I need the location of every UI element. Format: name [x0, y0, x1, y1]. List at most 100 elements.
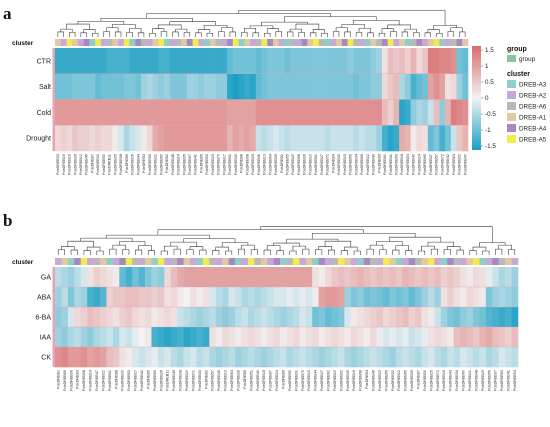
cluster-cell: [460, 258, 467, 265]
cluster-cell: [183, 258, 191, 265]
heatmap-cell: [146, 99, 153, 126]
heatmap-cell: [347, 48, 354, 75]
dendrogram-branch: [302, 248, 310, 255]
heatmap-cell: [250, 99, 257, 126]
heatmap-cell: [313, 99, 320, 126]
column-label: PdeDREB52: [458, 154, 462, 175]
heatmap-cell: [292, 267, 300, 288]
heatmap-cell: [290, 73, 297, 100]
heatmap-cell: [119, 307, 127, 328]
legend-cluster-swatch: [507, 124, 516, 132]
heatmap-cell: [244, 73, 251, 100]
column-label: PdeDREB52: [339, 370, 343, 391]
dendrogram-branch: [199, 249, 207, 255]
dendrogram-branch: [260, 226, 493, 243]
heatmap-cell: [492, 267, 500, 288]
heatmap-cell: [106, 307, 114, 328]
heatmap-cell: [132, 347, 139, 368]
column-label: PdeDREB30: [121, 370, 125, 391]
heatmap-cell: [466, 327, 474, 348]
heatmap-cell: [77, 48, 84, 75]
column-label: PdeDREB8: [114, 370, 118, 389]
heatmap-cell: [295, 48, 302, 75]
column-label: PdeDREB71: [326, 154, 330, 175]
column-label: PdeDREB23: [211, 154, 215, 175]
heatmap-cell: [215, 48, 222, 75]
heatmap-cell: [221, 73, 228, 100]
heatmap-cell: [74, 267, 82, 288]
heatmap-cell: [286, 327, 294, 348]
heatmap-cell: [511, 327, 519, 348]
cluster-cell: [74, 258, 82, 265]
heatmap-cell: [402, 267, 409, 288]
column-label: PdeDREB56: [487, 370, 491, 391]
column-label: PdeDREB17: [222, 154, 226, 175]
column-label: PdeDREB2: [165, 154, 169, 173]
heatmap-cell: [353, 48, 360, 75]
heatmap-cell: [393, 125, 400, 152]
heatmap-cell: [299, 267, 307, 288]
dendrogram-branch: [286, 238, 339, 244]
legend-cluster-label: DREB-A3: [519, 82, 547, 89]
dendrogram-branch: [443, 249, 451, 255]
heatmap-cell: [312, 267, 319, 288]
heatmap-cell: [364, 48, 371, 75]
dendrogram-branch: [508, 249, 516, 255]
cluster-cell: [228, 258, 236, 265]
heatmap-cell: [261, 99, 268, 126]
cluster-cell: [202, 258, 210, 265]
column-label: PdeDREB26: [159, 370, 163, 391]
dendrogram-branch: [206, 33, 214, 37]
cluster-cell: [440, 258, 448, 265]
dendrogram-branch: [96, 250, 104, 255]
heatmap-cell: [337, 267, 345, 288]
column-label: PdeDREB26: [251, 154, 255, 175]
cluster-cell: [511, 258, 519, 265]
scale-tick-label: 1: [485, 63, 489, 70]
column-label: PdeDREB36: [303, 154, 307, 175]
heatmap-cell: [305, 347, 313, 368]
heatmap-cell: [370, 327, 377, 348]
cluster-cell: [453, 258, 461, 265]
heatmap-cell: [202, 327, 210, 348]
heatmap-cell: [318, 307, 326, 328]
column-label: PdeDREB9: [243, 370, 247, 389]
heatmap-cell: [267, 48, 274, 75]
heatmap-cell: [453, 307, 461, 328]
heatmap-cell: [447, 267, 454, 288]
heatmap-cell: [363, 267, 371, 288]
cluster-cell: [404, 39, 411, 46]
heatmap-cell: [267, 267, 274, 288]
heatmap-cell: [370, 347, 377, 368]
heatmap-cell: [456, 125, 463, 152]
heatmap-cell: [151, 347, 159, 368]
cluster-cell: [330, 39, 337, 46]
dendrogram-branch: [450, 27, 463, 32]
heatmap-cell: [511, 287, 519, 308]
heatmap-cell: [55, 73, 62, 100]
heatmap-cell: [331, 347, 339, 368]
cluster-cell: [427, 258, 435, 265]
cluster-cell: [370, 258, 377, 265]
heatmap-cell: [370, 48, 377, 75]
heatmap-cell: [440, 327, 448, 348]
column-label: PdeDREB65: [404, 370, 408, 391]
dendrogram-a: [57, 10, 466, 37]
heatmap-cell: [241, 267, 249, 288]
cluster-cell: [138, 258, 146, 265]
heatmap-cell: [301, 48, 308, 75]
heatmap-cell: [158, 99, 165, 126]
heatmap-cell: [395, 267, 403, 288]
heatmap-cell: [337, 307, 345, 328]
column-label: PdeDREB46: [372, 370, 376, 391]
heatmap-cell: [241, 327, 249, 348]
heatmap-cell: [427, 73, 434, 100]
dendrogram-branch: [284, 16, 377, 23]
heatmap-cell: [60, 125, 67, 152]
heatmap-cell: [112, 99, 119, 126]
dendrogram-branch: [263, 249, 271, 255]
heatmap-cell: [511, 347, 519, 368]
heatmap-cell: [247, 307, 255, 328]
dendrogram-branch: [69, 32, 76, 37]
heatmap-cell: [434, 267, 442, 288]
